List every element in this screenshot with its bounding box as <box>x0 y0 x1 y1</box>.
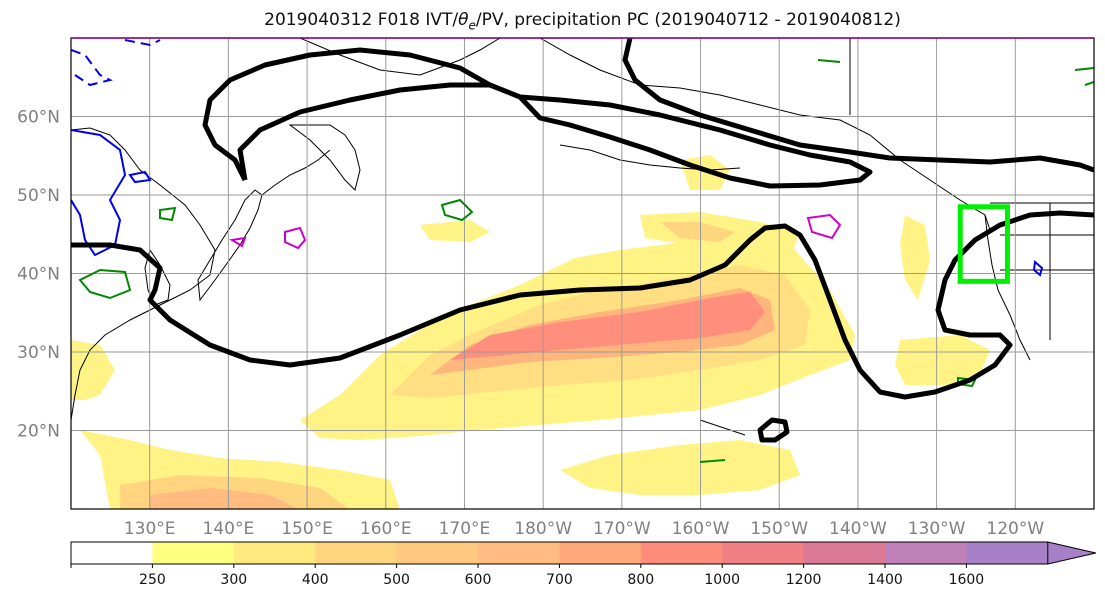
colorbar-segment <box>640 542 723 564</box>
colorbar-segment <box>559 542 642 564</box>
pv-contour-magenta-1 <box>284 226 307 250</box>
pv-contours <box>71 39 1094 463</box>
ivt-contour-north <box>202 47 873 189</box>
colorbar-tick-labels: 250 300 400 500 600 700 800 1000 1200 1400 1600 <box>70 564 985 588</box>
colorbar-segment <box>478 542 560 564</box>
lon-tick-label: 170°E <box>439 519 491 539</box>
lat-tick-label: 20°N <box>17 422 60 442</box>
lat-tick-label: 60°N <box>17 108 60 128</box>
colorbar-segment <box>722 542 805 564</box>
lon-tick-label: 160°E <box>360 519 412 539</box>
coast-westus <box>984 214 1031 361</box>
colorbar-tick-label: 250 <box>139 572 166 588</box>
colorbar-segment <box>233 542 316 564</box>
ivt-contour-main <box>71 210 1094 400</box>
coast-kurils <box>261 149 331 196</box>
ivt-contour-northeast <box>622 38 1094 173</box>
colorbar-segment <box>885 542 967 564</box>
title-suffix: /PV, precipitation PC (2019040712 - 2019… <box>475 10 901 30</box>
colorbar <box>70 541 1096 565</box>
coast-hawaii <box>699 419 746 436</box>
pv-contour-green-5 <box>699 59 841 463</box>
pv-contour-green-3 <box>1074 67 1094 86</box>
title-theta: θ <box>458 10 469 30</box>
lon-tick-label: 160°W <box>672 519 730 539</box>
colorbar-segment <box>396 542 479 564</box>
precip-band-southeast <box>560 440 800 495</box>
colorbar-segment <box>315 542 398 564</box>
pv-contour-blue-small <box>128 170 152 184</box>
colorbar-extend-arrow <box>1047 541 1096 565</box>
precip-band-main-core <box>450 292 765 360</box>
highlight-region-box <box>957 204 1010 284</box>
lon-tick-label: 130°W <box>908 519 966 539</box>
precip-band-gulf-inner <box>660 222 735 242</box>
lon-tick-label: 150°E <box>281 519 333 539</box>
pv-contour-magenta-3 <box>229 236 247 248</box>
colorbar-tick-label: 1200 <box>786 572 822 588</box>
precip-band-east-1 <box>895 335 990 385</box>
colorbar-tick-label: 1400 <box>867 572 903 588</box>
colorbar-tick-label: 500 <box>383 572 410 588</box>
coast-siberia <box>299 38 501 76</box>
lon-tick-label: 170°W <box>593 519 651 539</box>
coast-asia <box>71 127 216 421</box>
title-theta-sub: e <box>468 18 476 33</box>
precip-band-west-edge <box>71 340 115 400</box>
pv-contour-green-6 <box>159 206 177 222</box>
map-plot-area <box>71 38 1094 509</box>
pv-contour-magenta-2 <box>806 213 842 240</box>
title-prefix: 2019040312 F018 IVT/ <box>264 10 459 30</box>
pv-contour-blue-top <box>124 39 161 47</box>
colorbar-tick-label: 1600 <box>949 572 985 588</box>
precipitation-shading <box>71 155 990 509</box>
lat-tick-label: 40°N <box>17 265 60 285</box>
pv-contour-blue-nw <box>71 129 127 257</box>
lon-tick-label: 180°W <box>514 519 572 539</box>
map-title: 2019040312 F018 IVT/θe/PV, precipitation… <box>0 10 1105 32</box>
precip-band-south-core <box>150 488 298 509</box>
colorbar-segment <box>152 542 235 564</box>
lon-tick-label: 130°E <box>124 519 176 539</box>
colorbar-tick-label: 400 <box>302 572 329 588</box>
coast-alaska <box>539 38 991 231</box>
colorbar-segment <box>71 542 153 564</box>
ivt-contour-hawaii-loop <box>757 417 790 443</box>
colorbar-tick-label: 300 <box>220 572 247 588</box>
lon-tick-label: 140°E <box>203 519 255 539</box>
colorbar-segment <box>803 542 886 564</box>
lat-tick-label: 50°N <box>17 186 60 206</box>
latitude-tick-labels: 20°N 30°N 40°N 50°N 60°N <box>17 108 60 442</box>
graticule <box>71 38 1094 509</box>
colorbar-segment <box>966 542 1049 564</box>
ivt-contour-north-2 <box>237 82 490 181</box>
precip-band-east-2 <box>900 215 930 300</box>
pv-contour-green-2 <box>78 268 132 300</box>
ivt-contours <box>71 38 1094 443</box>
colorbar-tick-label: 1000 <box>704 572 740 588</box>
lon-tick-label: 120°W <box>986 519 1044 539</box>
coast-kamchatka <box>288 124 361 191</box>
lon-tick-label: 140°W <box>829 519 887 539</box>
colorbar-tick-label: 700 <box>546 572 573 588</box>
colorbar-tick-label: 600 <box>465 572 492 588</box>
pv-contour-blue-east <box>1032 260 1044 277</box>
coast-japan <box>197 189 263 302</box>
pv-contour-green-1 <box>440 198 474 222</box>
lon-tick-label: 150°W <box>750 519 808 539</box>
lat-tick-label: 30°N <box>17 343 60 363</box>
precip-band-midwest <box>420 220 490 242</box>
colorbar-tick-label: 800 <box>627 572 654 588</box>
longitude-tick-labels: 130°E 140°E 150°E 160°E 170°E 180°W 170°W 160°W… <box>124 519 1045 539</box>
